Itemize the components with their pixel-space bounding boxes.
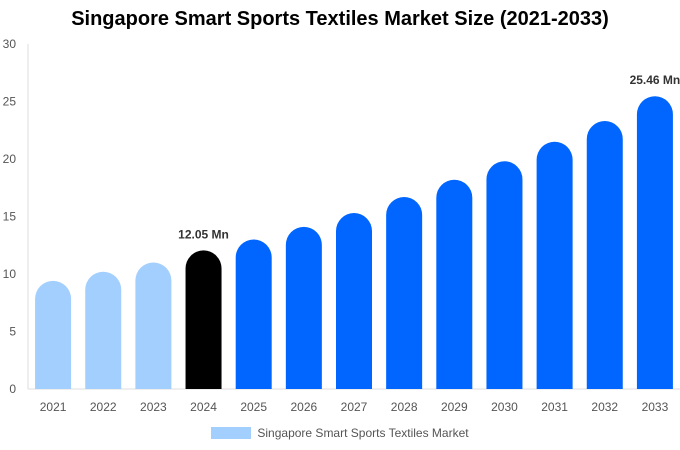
x-tick-label: 2021 xyxy=(40,400,67,414)
x-tick-label: 2025 xyxy=(240,400,267,414)
x-tick-label: 2031 xyxy=(541,400,568,414)
bar-2023 xyxy=(135,262,172,389)
bar-2031 xyxy=(536,141,573,389)
x-tick-label: 2024 xyxy=(190,400,217,414)
x-tick-label: 2030 xyxy=(491,400,518,414)
y-tick-label: 25 xyxy=(3,95,17,109)
x-tick-label: 2028 xyxy=(391,400,418,414)
x-tick-label: 2032 xyxy=(591,400,618,414)
legend: Singapore Smart Sports Textiles Market xyxy=(0,426,680,440)
bar-2033 xyxy=(636,96,673,390)
bar-2024 xyxy=(185,250,222,389)
bar-2021 xyxy=(35,280,72,389)
data-label: 25.46 Mn xyxy=(630,73,680,87)
x-tick-label: 2026 xyxy=(290,400,317,414)
legend-label: Singapore Smart Sports Textiles Market xyxy=(257,426,469,440)
legend-swatch xyxy=(211,427,252,439)
bar-2027 xyxy=(336,213,372,389)
y-tick-label: 5 xyxy=(9,325,16,339)
x-tick-label: 2027 xyxy=(341,400,368,414)
bar-2028 xyxy=(386,196,423,389)
y-tick-label: 20 xyxy=(3,152,17,166)
x-tick-label: 2029 xyxy=(441,400,468,414)
bar-2032 xyxy=(586,121,623,390)
bar-2029 xyxy=(436,179,473,389)
y-tick-label: 10 xyxy=(3,267,17,281)
data-label: 12.05 Mn xyxy=(178,227,229,241)
chart-title: Singapore Smart Sports Textiles Market S… xyxy=(71,8,609,30)
x-tick-label: 2022 xyxy=(90,400,117,414)
bar-2026 xyxy=(285,226,322,389)
y-tick-label: 0 xyxy=(9,382,16,396)
bar-2030 xyxy=(486,161,523,389)
x-tick-label: 2023 xyxy=(140,400,167,414)
y-tick-label: 30 xyxy=(3,37,17,51)
y-tick-label: 15 xyxy=(3,210,17,224)
x-tick-label: 2033 xyxy=(642,400,669,414)
bar-2022 xyxy=(85,271,122,389)
bar-2025 xyxy=(235,239,272,389)
